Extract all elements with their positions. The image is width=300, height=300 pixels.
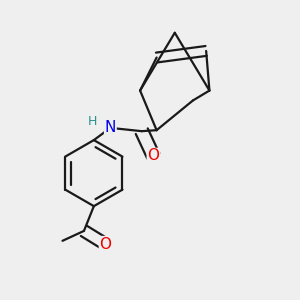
Text: N: N bbox=[105, 120, 116, 135]
Text: O: O bbox=[99, 237, 111, 252]
Text: H: H bbox=[88, 115, 97, 128]
Text: O: O bbox=[147, 148, 159, 164]
